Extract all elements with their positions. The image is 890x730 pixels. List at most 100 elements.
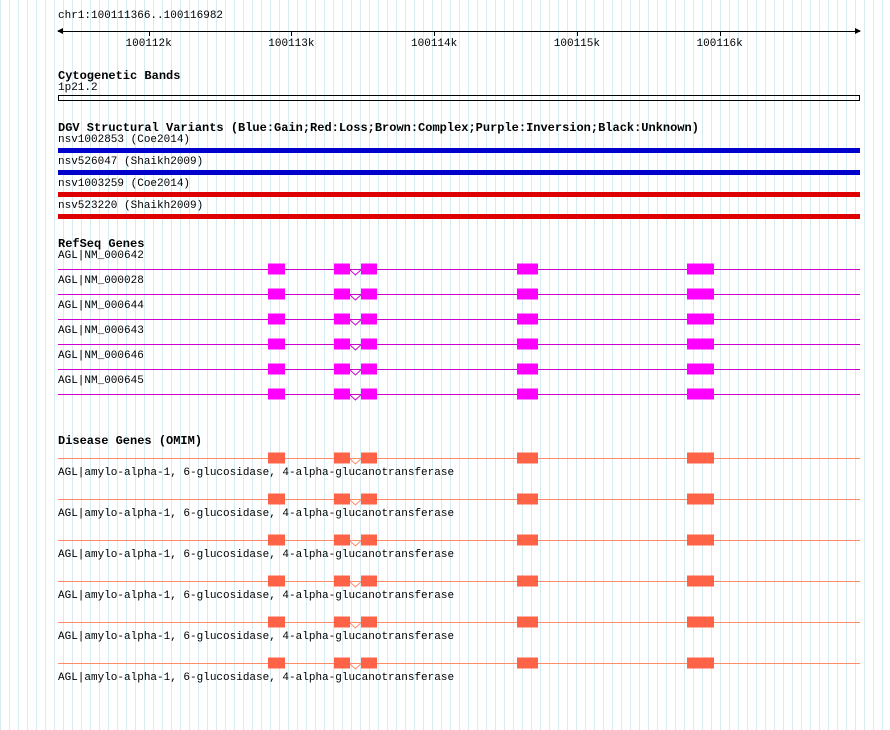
exon-block[interactable]: [268, 575, 285, 587]
axis-tick-label: 100116k: [696, 38, 743, 50]
exon-block[interactable]: [333, 493, 350, 505]
exon-block[interactable]: [686, 388, 715, 399]
gene-track[interactable]: [58, 493, 860, 505]
intron-line: [58, 343, 860, 345]
exon-block[interactable]: [361, 657, 378, 669]
region-label: chr1:100111366..100116982: [58, 10, 224, 22]
gene-track[interactable]: [58, 312, 860, 325]
exon-block[interactable]: [333, 388, 350, 399]
gene-track[interactable]: [58, 387, 860, 400]
variant-bar[interactable]: [58, 148, 860, 153]
gene-track[interactable]: [58, 287, 860, 300]
exon-block[interactable]: [686, 493, 715, 505]
exon-block[interactable]: [333, 452, 350, 464]
exon-block[interactable]: [333, 575, 350, 587]
splice-chevron-icon: [349, 319, 362, 325]
exon-block[interactable]: [686, 363, 715, 374]
intron-line: [58, 393, 860, 395]
exon-block[interactable]: [361, 388, 378, 399]
axis-tick-label: 100112k: [125, 38, 172, 50]
exon-block[interactable]: [361, 313, 378, 324]
gene-track[interactable]: [58, 616, 860, 628]
exon-block[interactable]: [516, 575, 538, 587]
exon-block[interactable]: [361, 575, 378, 587]
exon-block[interactable]: [333, 616, 350, 628]
exon-block[interactable]: [516, 493, 538, 505]
exon-block[interactable]: [268, 616, 285, 628]
intron-line: [58, 318, 860, 320]
variant-bar[interactable]: [58, 214, 860, 219]
gene-track[interactable]: [58, 262, 860, 275]
exon-block[interactable]: [516, 288, 538, 299]
gene-track[interactable]: [58, 337, 860, 350]
axis-tick: 100116k: [697, 31, 743, 50]
gene-track[interactable]: [58, 657, 860, 669]
splice-chevron-icon: [349, 269, 362, 275]
exon-block[interactable]: [516, 263, 538, 274]
exon-block[interactable]: [516, 388, 538, 399]
exon-block[interactable]: [361, 452, 378, 464]
gene-track[interactable]: [58, 452, 860, 464]
gene-track[interactable]: [58, 534, 860, 546]
exon-block[interactable]: [333, 657, 350, 669]
exon-block[interactable]: [686, 313, 715, 324]
exon-block[interactable]: [361, 338, 378, 349]
exon-block[interactable]: [516, 452, 538, 464]
variant-bar[interactable]: [58, 170, 860, 175]
intron-line: [58, 268, 860, 270]
exon-block[interactable]: [268, 288, 285, 299]
cytoband-section-header: Cytogenetic Bands: [58, 69, 181, 83]
exon-block[interactable]: [686, 452, 715, 464]
intron-line: [58, 663, 860, 664]
exon-block[interactable]: [268, 657, 285, 669]
axis-tick: 100114k: [411, 31, 457, 50]
exon-block[interactable]: [361, 263, 378, 274]
exon-block[interactable]: [268, 493, 285, 505]
axis-right-arrow-icon[interactable]: [855, 28, 861, 34]
ruler-axis[interactable]: 100112k 100113k 100114k 100115k 100116k: [57, 23, 861, 55]
omim-gene-row: AGL|amylo-alpha-1, 6-glucosidase, 4-alph…: [58, 616, 860, 644]
exon-block[interactable]: [268, 452, 285, 464]
exon-block[interactable]: [268, 313, 285, 324]
exon-block[interactable]: [361, 616, 378, 628]
gene-track[interactable]: [58, 575, 860, 587]
exon-block[interactable]: [333, 263, 350, 274]
exon-block[interactable]: [333, 363, 350, 374]
gene-track[interactable]: [58, 362, 860, 375]
exon-block[interactable]: [268, 388, 285, 399]
exon-block[interactable]: [516, 363, 538, 374]
exon-block[interactable]: [686, 288, 715, 299]
exon-block[interactable]: [686, 263, 715, 274]
splice-chevron-icon: [349, 344, 362, 350]
exon-block[interactable]: [686, 657, 715, 669]
exon-block[interactable]: [686, 338, 715, 349]
exon-block[interactable]: [516, 657, 538, 669]
exon-block[interactable]: [361, 493, 378, 505]
exon-block[interactable]: [333, 534, 350, 546]
cytoband-box[interactable]: [58, 95, 860, 101]
exon-block[interactable]: [333, 288, 350, 299]
omim-gene-row: AGL|amylo-alpha-1, 6-glucosidase, 4-alph…: [58, 452, 860, 480]
splice-chevron-icon: [349, 394, 362, 400]
exon-block[interactable]: [516, 616, 538, 628]
exon-block[interactable]: [268, 363, 285, 374]
exon-block[interactable]: [516, 338, 538, 349]
exon-block[interactable]: [268, 338, 285, 349]
gene-label: AGL|NM_000028: [58, 275, 144, 287]
intron-line: [58, 499, 860, 500]
exon-block[interactable]: [333, 338, 350, 349]
variant-bar[interactable]: [58, 192, 860, 197]
exon-block[interactable]: [686, 616, 715, 628]
exon-block[interactable]: [516, 534, 538, 546]
exon-block[interactable]: [361, 363, 378, 374]
axis-left-arrow-icon[interactable]: [57, 28, 63, 34]
exon-block[interactable]: [686, 575, 715, 587]
exon-block[interactable]: [686, 534, 715, 546]
exon-block[interactable]: [268, 534, 285, 546]
exon-block[interactable]: [361, 534, 378, 546]
omim-gene-row: AGL|amylo-alpha-1, 6-glucosidase, 4-alph…: [58, 493, 860, 521]
exon-block[interactable]: [361, 288, 378, 299]
exon-block[interactable]: [268, 263, 285, 274]
exon-block[interactable]: [516, 313, 538, 324]
exon-block[interactable]: [333, 313, 350, 324]
